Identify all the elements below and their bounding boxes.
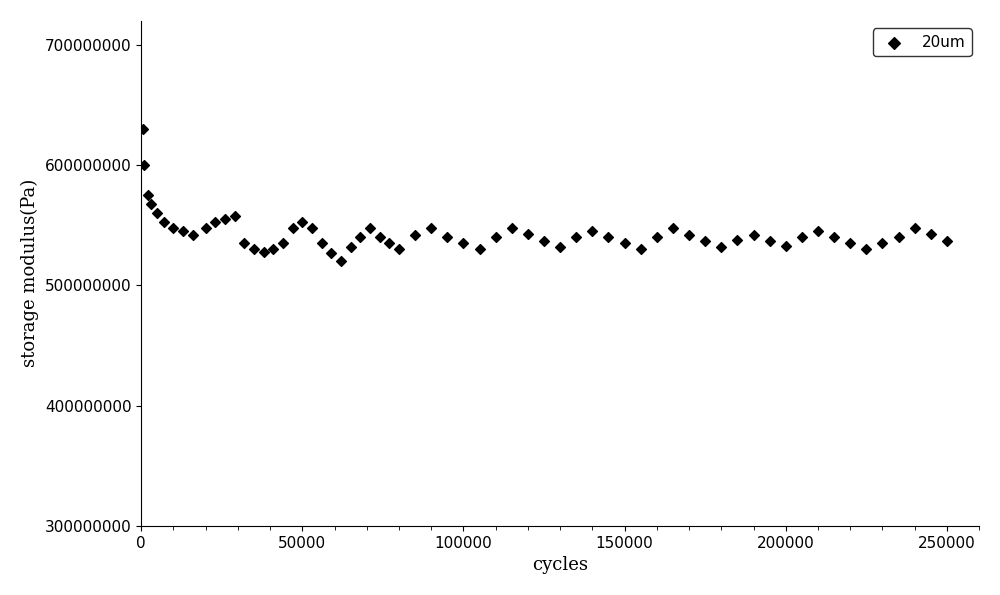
- 20um: [343, 242, 359, 252]
- 20um: [858, 245, 874, 254]
- 20um: [746, 230, 762, 240]
- 20um: [323, 248, 339, 258]
- 20um: [488, 233, 504, 242]
- 20um: [600, 233, 616, 242]
- 20um: [256, 247, 272, 256]
- 20um: [810, 227, 826, 236]
- 20um: [165, 223, 181, 233]
- 20um: [455, 239, 471, 248]
- 20um: [649, 233, 665, 242]
- Y-axis label: storage modulus(Pa): storage modulus(Pa): [21, 179, 39, 368]
- 20um: [874, 239, 890, 248]
- 20um: [391, 245, 407, 254]
- 20um: [697, 236, 713, 246]
- X-axis label: cycles: cycles: [532, 556, 588, 574]
- 20um: [294, 217, 310, 227]
- 20um: [568, 233, 584, 242]
- 20um: [143, 199, 159, 208]
- 20um: [207, 217, 223, 227]
- 20um: [185, 230, 201, 240]
- 20um: [552, 242, 568, 252]
- 20um: [352, 233, 368, 242]
- 20um: [584, 227, 600, 236]
- 20um: [794, 233, 810, 242]
- 20um: [198, 223, 214, 233]
- 20um: [381, 239, 397, 248]
- 20um: [314, 239, 330, 248]
- 20um: [536, 236, 552, 246]
- 20um: [362, 223, 378, 233]
- 20um: [372, 233, 388, 242]
- 20um: [236, 239, 252, 248]
- Legend: 20um: 20um: [873, 29, 972, 56]
- 20um: [842, 239, 858, 248]
- 20um: [275, 239, 291, 248]
- 20um: [907, 223, 923, 233]
- 20um: [504, 223, 520, 233]
- 20um: [681, 230, 697, 240]
- 20um: [246, 245, 262, 254]
- 20um: [156, 217, 172, 227]
- 20um: [617, 239, 633, 248]
- 20um: [407, 230, 423, 240]
- 20um: [778, 241, 794, 250]
- 20um: [713, 242, 729, 252]
- 20um: [304, 223, 320, 233]
- 20um: [265, 245, 281, 254]
- 20um: [939, 236, 955, 246]
- 20um: [472, 245, 488, 254]
- 20um: [140, 190, 156, 200]
- 20um: [149, 208, 165, 218]
- 20um: [285, 223, 301, 233]
- 20um: [665, 223, 681, 233]
- 20um: [333, 256, 349, 266]
- 20um: [136, 161, 152, 170]
- 20um: [175, 227, 191, 236]
- 20um: [423, 223, 439, 233]
- 20um: [520, 229, 536, 239]
- 20um: [729, 235, 745, 245]
- 20um: [923, 229, 939, 239]
- 20um: [826, 233, 842, 242]
- 20um: [217, 214, 233, 224]
- 20um: [135, 124, 151, 134]
- 20um: [891, 233, 907, 242]
- 20um: [439, 233, 455, 242]
- 20um: [762, 236, 778, 246]
- 20um: [227, 211, 243, 220]
- 20um: [633, 245, 649, 254]
